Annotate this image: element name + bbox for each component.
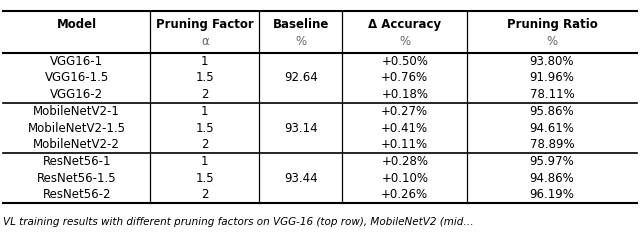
Text: VGG16-1.5: VGG16-1.5 (45, 71, 109, 84)
Text: α: α (201, 35, 209, 47)
Text: +0.76%: +0.76% (381, 71, 428, 84)
Text: ResNet56-2: ResNet56-2 (42, 188, 111, 201)
Text: +0.41%: +0.41% (381, 121, 428, 135)
Text: +0.10%: +0.10% (381, 172, 428, 185)
Text: %: % (547, 35, 557, 47)
Text: 1: 1 (201, 155, 209, 168)
Text: Δ Accuracy: Δ Accuracy (368, 18, 442, 31)
Text: +0.26%: +0.26% (381, 188, 428, 201)
Text: Model: Model (57, 18, 97, 31)
Text: 1: 1 (201, 105, 209, 118)
Text: +0.28%: +0.28% (381, 155, 428, 168)
Text: +0.27%: +0.27% (381, 105, 428, 118)
Text: 78.11%: 78.11% (530, 88, 574, 101)
Text: MobileNetV2-2: MobileNetV2-2 (33, 138, 120, 151)
Text: 96.19%: 96.19% (529, 188, 575, 201)
Text: 93.14: 93.14 (284, 121, 317, 135)
Text: 91.96%: 91.96% (529, 71, 575, 84)
Text: +0.50%: +0.50% (381, 55, 428, 68)
Text: 94.86%: 94.86% (530, 172, 574, 185)
Text: MobileNetV2-1.5: MobileNetV2-1.5 (28, 121, 126, 135)
Text: 93.80%: 93.80% (530, 55, 574, 68)
Text: 2: 2 (201, 138, 209, 151)
Text: 94.61%: 94.61% (529, 121, 575, 135)
Text: Baseline: Baseline (273, 18, 329, 31)
Text: 1.5: 1.5 (195, 172, 214, 185)
Text: 95.97%: 95.97% (530, 155, 574, 168)
Text: VL training results with different pruning factors on VGG-16 (top row), MobileNe: VL training results with different pruni… (3, 217, 474, 227)
Text: VGG16-1: VGG16-1 (50, 55, 104, 68)
Text: 1.5: 1.5 (195, 121, 214, 135)
Text: +0.11%: +0.11% (381, 138, 428, 151)
Text: 93.44: 93.44 (284, 172, 317, 185)
Text: %: % (295, 35, 307, 47)
Text: 1: 1 (201, 55, 209, 68)
Text: Pruning Ratio: Pruning Ratio (507, 18, 597, 31)
Text: ResNet56-1: ResNet56-1 (42, 155, 111, 168)
Text: ResNet56-1.5: ResNet56-1.5 (37, 172, 116, 185)
Text: VGG16-2: VGG16-2 (50, 88, 104, 101)
Text: 95.86%: 95.86% (530, 105, 574, 118)
Text: 92.64: 92.64 (284, 71, 317, 84)
Text: 2: 2 (201, 188, 209, 201)
Text: %: % (399, 35, 410, 47)
Text: 2: 2 (201, 88, 209, 101)
Text: 1.5: 1.5 (195, 71, 214, 84)
Text: MobileNetV2-1: MobileNetV2-1 (33, 105, 120, 118)
Text: +0.18%: +0.18% (381, 88, 428, 101)
Text: 78.89%: 78.89% (530, 138, 574, 151)
Text: Pruning Factor: Pruning Factor (156, 18, 253, 31)
